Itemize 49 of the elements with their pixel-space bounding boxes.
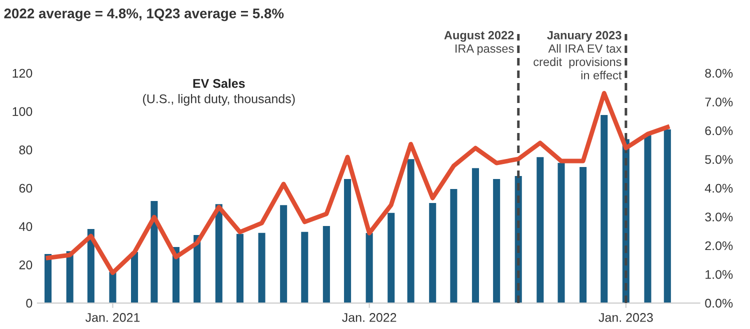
y2-tick-label: 1.0%: [706, 270, 733, 279]
y-tick-label: 0: [26, 298, 32, 308]
x-tick-label: Jan. 2022: [342, 313, 396, 322]
bar: [493, 179, 500, 304]
bar: [644, 135, 652, 304]
y-tick-label: 20: [19, 260, 32, 270]
x-tick-label: Jan. 2021: [85, 313, 140, 322]
y2-tick-label: 3.0%: [705, 212, 733, 222]
x-tick-label: Jan. 2023: [598, 313, 653, 322]
bar: [44, 254, 52, 304]
annotation: EV Sales: [193, 78, 245, 88]
y-tick-label: 60: [19, 184, 32, 193]
ref-line-label: August 2022 IRA passes: [444, 31, 514, 56]
y2-tick-label: 2.0%: [705, 241, 733, 250]
bar: [215, 204, 222, 304]
bar: [388, 212, 395, 304]
line-series: [46, 90, 670, 276]
bar: [536, 157, 544, 304]
bar: [344, 179, 352, 304]
bar: [664, 129, 671, 304]
y-tick-label: 80: [19, 145, 32, 154]
y-tick-label: 40: [19, 222, 32, 232]
bar: [258, 232, 266, 304]
annotation: (U.S., light duty, thousands): [143, 94, 295, 106]
bar: [407, 159, 414, 304]
y2-tick-label: 0.0%: [705, 298, 733, 308]
bar: [366, 233, 373, 304]
y2-tick-label: 4.0%: [704, 184, 733, 193]
bar: [236, 234, 244, 304]
y2-tick-label: 5.0%: [705, 155, 733, 164]
ref-line-label: January 2023 All IRA EV tax credit provisions in effect: [534, 31, 622, 80]
bar: [322, 226, 330, 304]
bar: [150, 201, 158, 304]
bar: [280, 205, 288, 304]
y2-tick-label: 7.0%: [705, 98, 733, 106]
chart-title: 2022 average = 4.8%, 1Q23 average = 5.8%: [4, 8, 284, 22]
bar: [429, 202, 436, 304]
bar: [131, 252, 138, 304]
bar: [109, 272, 116, 304]
y-tick-label: 100: [12, 107, 32, 116]
bar: [558, 162, 565, 304]
bar: [301, 232, 308, 304]
y2-tick-label: 6.0%: [705, 126, 733, 136]
y-tick-label: 120: [12, 68, 32, 78]
y2-tick-label: 8.0%: [705, 68, 733, 78]
bar: [600, 115, 608, 304]
bar: [580, 166, 587, 304]
bar: [450, 188, 458, 304]
bar: [472, 168, 479, 304]
